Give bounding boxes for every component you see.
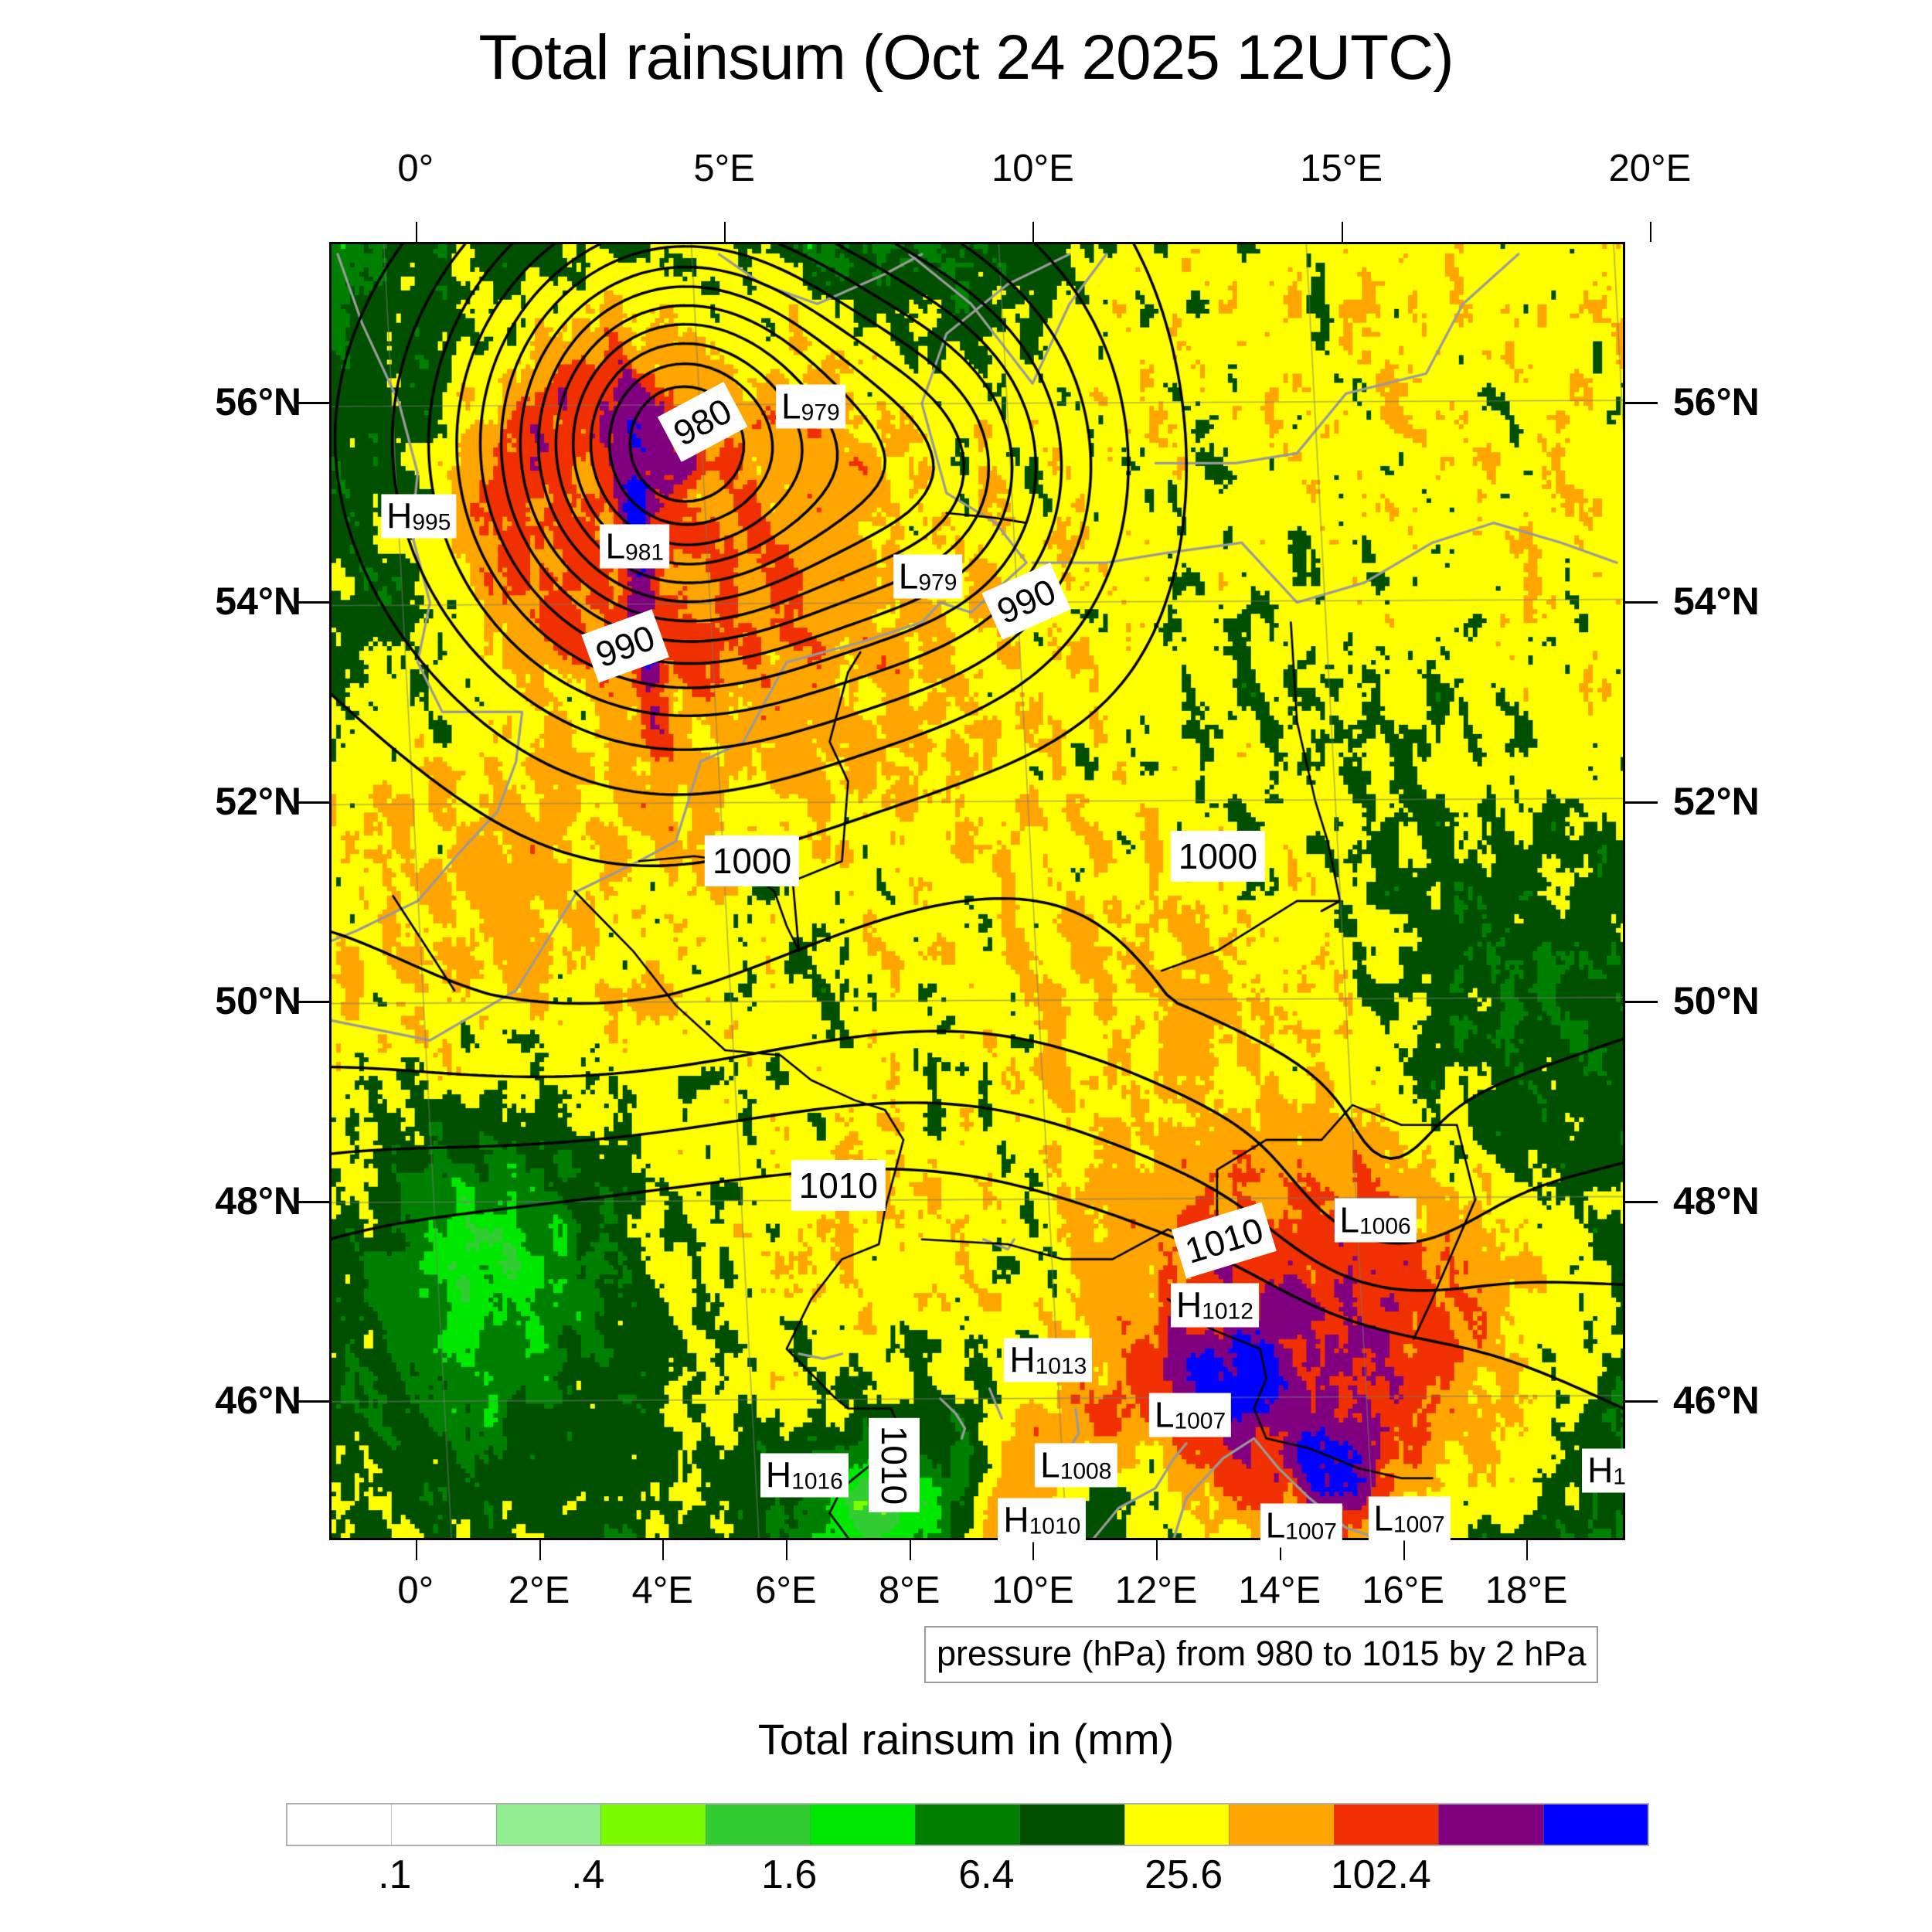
bottom-axis-tick (1279, 1540, 1281, 1560)
top-axis-tick (1341, 222, 1343, 242)
right-axis-tick (1625, 801, 1658, 804)
colorbar-segment (1543, 1804, 1648, 1845)
top-axis-tick (415, 222, 417, 242)
bottom-axis-tick (1526, 1540, 1529, 1560)
colorbar-segment (1438, 1804, 1543, 1845)
rainsum-heatmap-canvas (332, 244, 1623, 1538)
colorbar-segment (600, 1804, 706, 1845)
pressure-center-label-h: H995 (381, 494, 457, 539)
right-axis-tick-label: 46°N (1673, 1379, 1760, 1423)
page-title: Total rainsum (Oct 24 2025 12UTC) (478, 22, 1454, 93)
left-axis-tick (297, 801, 329, 804)
left-axis-tick (297, 401, 329, 404)
colorbar-segment (810, 1804, 915, 1845)
colorbar-segment (914, 1804, 1020, 1845)
colorbar-tick-label: .1 (378, 1852, 412, 1897)
right-axis-tick (1625, 401, 1658, 404)
pressure-center-label-l: L1007 (1368, 1496, 1451, 1541)
pressure-center-label-h: H1012 (1170, 1283, 1259, 1328)
pressure-contour-legend: pressure (hPa) from 980 to 1015 by 2 hPa (924, 1626, 1599, 1683)
bottom-axis-tick-label: 0° (397, 1570, 434, 1611)
pressure-center-label-l: L1007 (1260, 1503, 1342, 1548)
top-axis-tick-label: 15°E (1300, 148, 1383, 189)
left-axis-tick (297, 1400, 329, 1403)
pressure-center-label-l: L979 (776, 384, 845, 429)
top-axis-tick-label: 0° (397, 148, 434, 189)
right-axis-tick (1625, 1200, 1658, 1203)
bottom-axis-tick (909, 1540, 911, 1560)
pressure-center-label-l: L1007 (1148, 1393, 1232, 1437)
colorbar-segment (1229, 1804, 1334, 1845)
pressure-center-label-h: H1013 (1004, 1338, 1093, 1383)
colorbar-segment (287, 1804, 392, 1845)
colorbar-segment (391, 1804, 496, 1845)
colorbar-tick-label: 6.4 (958, 1852, 1015, 1897)
bottom-axis-tick (785, 1540, 787, 1560)
bottom-axis-tick-label: 16°E (1362, 1570, 1444, 1611)
colorbar-segment (1124, 1804, 1230, 1845)
right-axis-tick-label: 48°N (1673, 1179, 1760, 1223)
right-axis-tick-label: 50°N (1673, 979, 1760, 1023)
right-axis-tick-label: 56°N (1673, 379, 1760, 423)
pressure-contour-label: 1000 (1170, 830, 1266, 882)
colorbar-title: Total rainsum in (mm) (757, 1715, 1175, 1764)
pressure-center-label-h: H1010 (998, 1498, 1087, 1543)
left-axis-tick-label: 46°N (215, 1379, 301, 1423)
colorbar-tick-label: 25.6 (1144, 1852, 1223, 1897)
pressure-center-label-l: L1006 (1334, 1198, 1417, 1243)
right-axis-tick (1625, 1400, 1658, 1403)
colorbar-tick-labels: .1 .4 1.6 6.4 25.6 102.4 (286, 1852, 1646, 1913)
bottom-axis-tick-label: 8°E (878, 1570, 940, 1611)
right-axis-tick-label: 54°N (1673, 580, 1760, 624)
left-axis-tick-label: 50°N (215, 979, 301, 1023)
colorbar-segment (1333, 1804, 1439, 1845)
colorbar-tick-label: .4 (571, 1852, 605, 1897)
bottom-axis-tick (1156, 1540, 1158, 1560)
top-axis-tick-label: 10°E (991, 148, 1074, 189)
bottom-axis-tick (662, 1540, 665, 1560)
pressure-contour-label: 1010 (791, 1160, 886, 1212)
left-axis-tick (297, 1200, 329, 1203)
left-axis-tick (297, 601, 329, 604)
bottom-axis-tick-label: 2°E (508, 1570, 570, 1611)
colorbar-segment (1019, 1804, 1124, 1845)
right-axis-tick-label: 52°N (1673, 779, 1760, 823)
bottom-axis-tick-label: 14°E (1238, 1570, 1321, 1611)
bottom-axis-tick (1032, 1540, 1035, 1560)
left-axis-tick-label: 56°N (215, 379, 301, 423)
left-axis-tick-label: 48°N (215, 1179, 301, 1223)
bottom-axis-tick-label: 4°E (631, 1570, 693, 1611)
bottom-axis-tick (539, 1540, 541, 1560)
top-axis-tick (1649, 222, 1651, 242)
pressure-contour-label: 1010 (868, 1417, 920, 1513)
bottom-axis-tick-label: 6°E (755, 1570, 817, 1611)
bottom-axis-tick (415, 1540, 417, 1560)
bottom-axis-tick (1403, 1540, 1405, 1560)
pressure-center-label-l: L979 (893, 554, 963, 599)
top-axis-tick-label: 5°E (693, 148, 755, 189)
pressure-center-label-h: H1 (1582, 1448, 1631, 1493)
bottom-axis-tick-label: 10°E (991, 1570, 1074, 1611)
left-axis-tick-label: 54°N (215, 580, 301, 624)
pressure-contour-label: 1000 (704, 835, 800, 887)
top-axis-tick (724, 222, 726, 242)
map-plot-area[interactable] (329, 242, 1625, 1540)
colorbar-tick-label: 102.4 (1330, 1852, 1431, 1897)
colorbar-segment (705, 1804, 811, 1845)
bottom-axis-tick-label: 12°E (1114, 1570, 1198, 1611)
left-axis-tick (297, 1001, 329, 1004)
bottom-axis-tick-label: 18°E (1485, 1570, 1568, 1611)
top-axis-tick-label: 20°E (1608, 148, 1692, 189)
pressure-center-label-l: L1008 (1035, 1443, 1117, 1488)
right-axis-tick (1625, 1001, 1658, 1004)
top-axis-tick (1032, 222, 1035, 242)
pressure-center-label-h: H1016 (760, 1453, 849, 1498)
pressure-center-label-l: L981 (600, 524, 670, 569)
colorbar-tick-label: 1.6 (761, 1852, 818, 1897)
colorbar-segment (495, 1804, 601, 1845)
colorbar[interactable] (286, 1803, 1649, 1846)
right-axis-tick (1625, 601, 1658, 604)
left-axis-tick-label: 52°N (215, 779, 301, 823)
